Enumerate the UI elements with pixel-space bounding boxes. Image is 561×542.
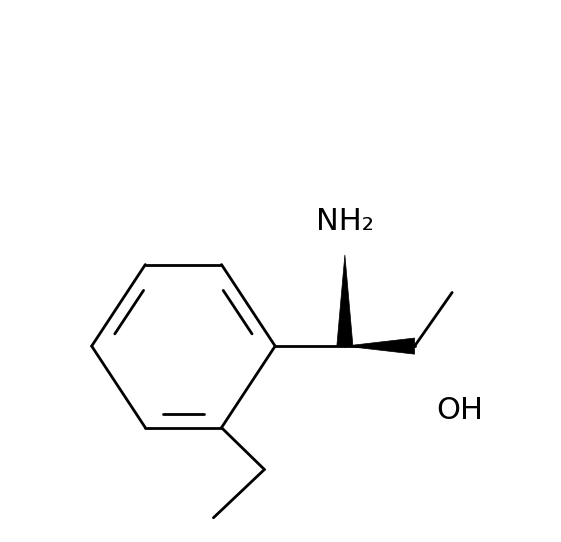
Polygon shape: [337, 255, 353, 346]
Polygon shape: [345, 338, 415, 354]
Text: OH: OH: [436, 396, 483, 425]
Text: NH₂: NH₂: [316, 207, 374, 236]
